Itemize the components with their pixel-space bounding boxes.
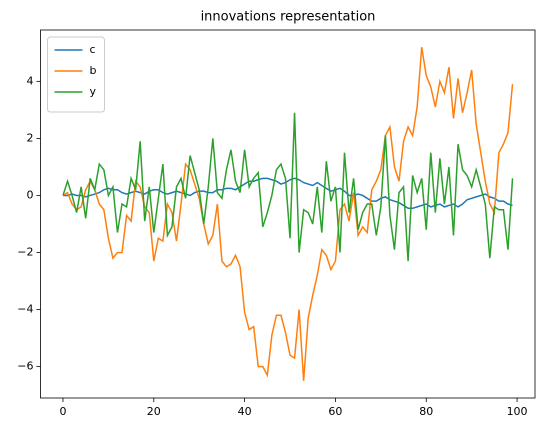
x-tick-label: 20 [147, 405, 161, 418]
y-tick-label: 2 [27, 131, 34, 144]
legend-label: c [90, 43, 96, 56]
series-line [62, 47, 514, 381]
y-tick-label: −6 [17, 360, 33, 373]
y-tick-label: 4 [27, 74, 34, 87]
x-tick-label: 100 [507, 405, 528, 418]
chart-title: innovations representation [201, 10, 376, 25]
legend-box [47, 36, 105, 113]
y-tick-label: −4 [17, 303, 33, 316]
x-tick-label: 0 [59, 405, 66, 418]
plot-frame [40, 29, 536, 399]
y-tick-label: 0 [27, 188, 34, 201]
legend-label: y [90, 85, 97, 98]
x-tick-label: 80 [419, 405, 433, 418]
legend-label: b [90, 64, 97, 77]
y-tick-label: −2 [17, 246, 33, 259]
series-line [62, 177, 513, 210]
series-line [62, 112, 514, 262]
x-tick-label: 40 [238, 405, 252, 418]
legend: cby [47, 36, 105, 113]
x-tick-label: 60 [328, 405, 342, 418]
